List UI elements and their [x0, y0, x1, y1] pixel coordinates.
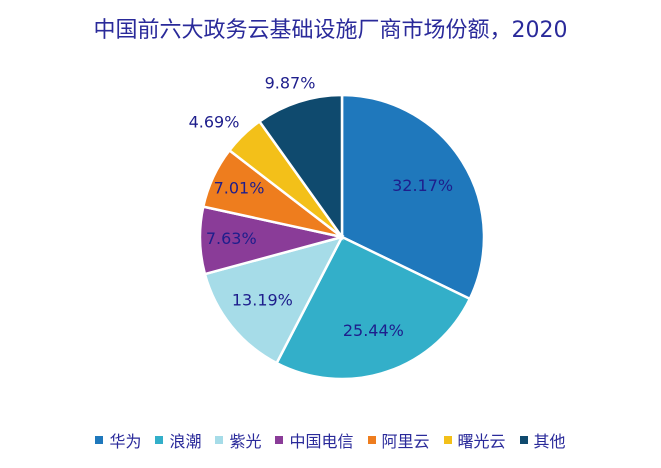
slice-label-5: 7.01%	[214, 179, 265, 198]
legend-swatch	[215, 436, 224, 444]
slice-label-3: 13.19%	[232, 291, 293, 310]
legend-label: 浪潮	[169, 432, 202, 451]
pie-slice-7	[257, 93, 344, 241]
legend-label: 曙光云	[457, 432, 506, 451]
slice-label-2: 25.44%	[343, 321, 404, 340]
pie-slice-1	[340, 93, 486, 301]
legend-item: 中国电信	[275, 428, 354, 452]
legend-label: 其他	[533, 432, 566, 451]
legend-swatch	[367, 436, 376, 444]
slice-label-4: 7.63%	[206, 229, 257, 248]
legend-label: 中国电信	[289, 432, 354, 451]
legend-item: 华为	[95, 428, 141, 452]
legend-label: 紫光	[229, 432, 262, 451]
slice-label-6: 4.69%	[189, 113, 240, 132]
legend-swatch	[519, 436, 528, 444]
pie-slice-3	[203, 235, 345, 365]
legend-swatch	[95, 436, 104, 444]
legend-item: 曙光云	[443, 428, 506, 452]
legend-item: 其他	[519, 428, 566, 452]
legend-item: 紫光	[215, 428, 261, 452]
legend-item: 浪潮	[155, 428, 201, 452]
legend: 华为 浪潮 紫光 中国电信 阿里云 曙光云 其他	[0, 428, 661, 452]
legend-item: 阿里云	[367, 428, 430, 452]
slice-label-7: 9.87%	[265, 74, 316, 93]
legend-label: 华为	[109, 432, 142, 451]
legend-swatch	[443, 436, 452, 444]
legend-label: 阿里云	[381, 432, 430, 451]
legend-swatch	[155, 436, 164, 444]
chart-title: 中国前六大政务云基础设施厂商市场份额，2020	[93, 18, 568, 43]
slice-label-1: 32.17%	[392, 176, 453, 195]
legend-swatch	[275, 436, 284, 444]
